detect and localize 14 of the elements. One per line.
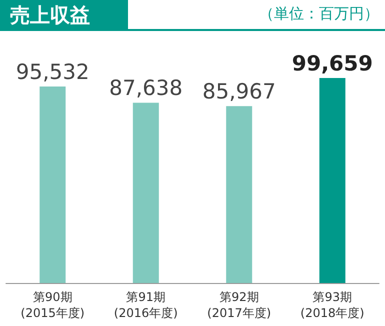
chart-title: 売上収益 (10, 3, 90, 27)
x-tick-label: 第90期 (2015年度) (20, 290, 85, 320)
x-tick-label: 第91期 (2016年度) (114, 290, 178, 320)
x-tick-label: 第93期 (2018年度) (300, 290, 364, 320)
bar (319, 78, 346, 283)
data-label: 87,638 (109, 76, 183, 100)
bar (226, 106, 252, 283)
data-label: 85,967 (202, 80, 276, 104)
text: （単位：百万円） (259, 4, 379, 22)
x-tick-label: 第92期 (2017年度) (207, 290, 272, 320)
data-label: 99,659 (292, 52, 373, 76)
bar (40, 86, 66, 283)
data-label: 95,532 (16, 60, 90, 84)
bar (132, 102, 159, 283)
